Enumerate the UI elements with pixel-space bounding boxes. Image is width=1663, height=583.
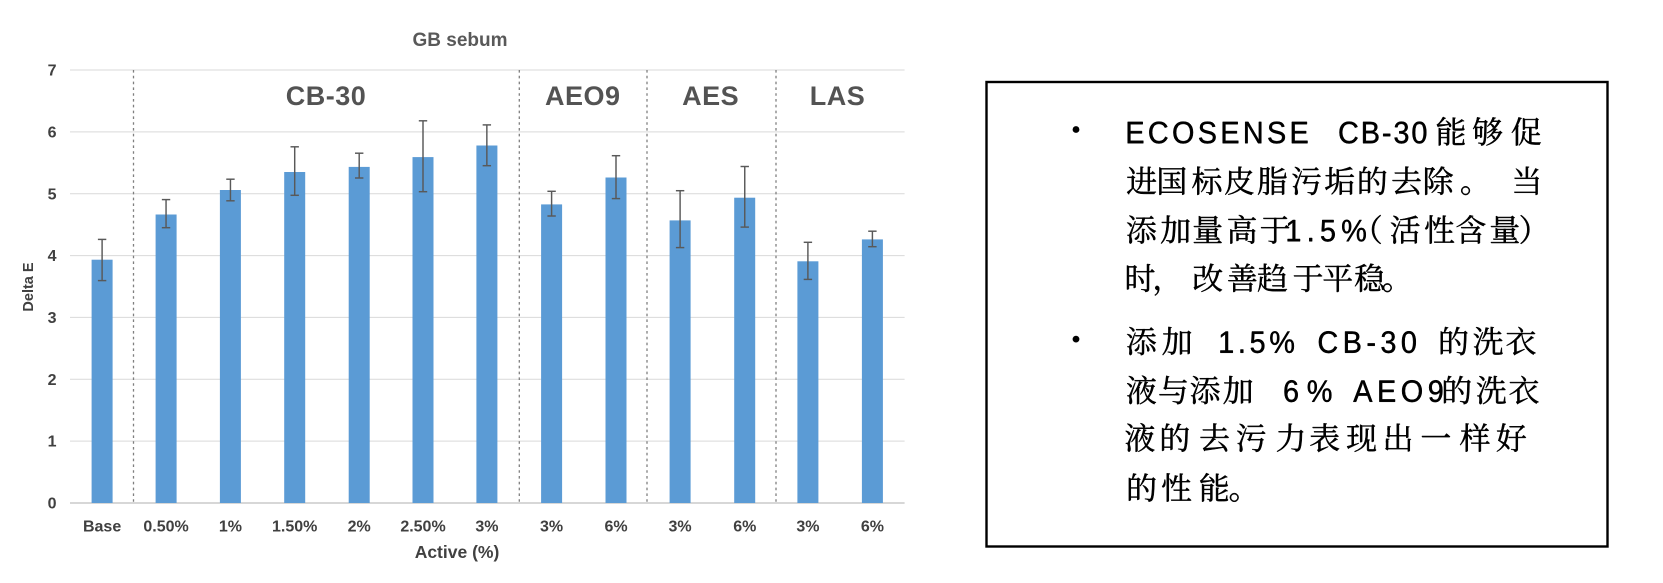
svg-text:2%: 2% [348,519,371,536]
svg-text:3%: 3% [796,519,819,536]
svg-text:2: 2 [48,372,57,389]
svg-text:0.50%: 0.50% [143,519,188,536]
svg-text:6%: 6% [733,519,756,536]
svg-text:3%: 3% [475,519,498,536]
svg-text:Base: Base [83,519,121,536]
svg-text:AEO9: AEO9 [545,81,621,111]
svg-text:6: 6 [48,125,57,142]
svg-text:2.50%: 2.50% [400,519,445,536]
svg-text:5: 5 [48,186,57,203]
svg-text:4: 4 [48,248,57,265]
svg-text:Delta E: Delta E [21,262,37,311]
svg-text:6%: 6% [861,519,884,536]
svg-text:7: 7 [48,63,57,80]
svg-text:0: 0 [48,496,57,513]
svg-text:1%: 1% [219,519,242,536]
svg-text:GB sebum: GB sebum [412,30,507,51]
svg-text:LAS: LAS [810,81,866,111]
svg-text:6%: 6% [604,519,627,536]
svg-text:3%: 3% [669,519,692,536]
svg-text:1: 1 [48,434,57,451]
svg-text:CB-30: CB-30 [286,81,367,111]
svg-text:3: 3 [48,310,57,327]
svg-text:1.50%: 1.50% [272,519,317,536]
svg-text:3%: 3% [540,519,563,536]
svg-text:Active (%): Active (%) [415,542,500,562]
svg-text:AES: AES [682,81,739,111]
